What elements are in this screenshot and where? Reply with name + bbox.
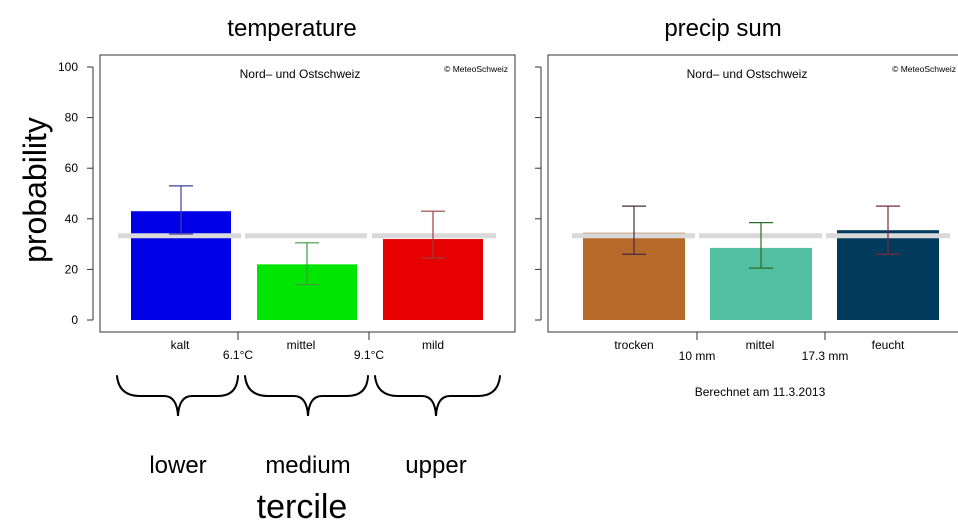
computed-date-footnote: Berechnet am 11.3.2013 [695,385,826,399]
tercile-braces [116,375,501,417]
y-tick-label: 80 [65,111,79,125]
precip-boundary-label: 10 mm [679,349,716,363]
tercile-label-upper: upper [405,452,466,479]
y-tick-label: 60 [65,161,79,175]
chart-marks: 0 20 40 60 80 100 kalt mittel mild 6.1°C 9.1°C troc… [58,60,950,363]
brace-lower [116,375,239,417]
tercile-caption: tercile [257,488,348,526]
y-tick-label: 100 [58,60,78,74]
y-tick-label: 40 [65,212,79,226]
precip-plot-frame [547,54,958,333]
precip-title: precip sum [664,15,781,42]
temperature-boundary-label: 6.1°C [223,348,253,362]
temperature-boundary-label: 9.1°C [354,348,384,362]
temperature-credit: © MeteoSchweiz [444,64,508,74]
precip-category-label: feucht [872,338,905,352]
tercile-label-lower: lower [149,452,206,479]
y-axis-label: probability [17,117,53,263]
y-tick-label: 20 [65,262,79,276]
temperature-region-label: Nord– und Ostschweiz [240,67,361,81]
brace-upper [374,375,501,417]
precip-category-label: mittel [746,338,775,352]
precip-category-label: trocken [614,338,653,352]
tercile-label-medium: medium [265,452,350,479]
temperature-category-label: mittel [287,338,316,352]
y-tick-label: 0 [71,313,78,327]
temperature-plot-frame [99,54,516,333]
temperature-title: temperature [227,15,356,42]
precip-region-label: Nord– und Ostschweiz [687,67,808,81]
precip-boundary-label: 17.3 mm [802,349,849,363]
brace-medium [244,375,369,417]
precip-credit: © MeteoSchweiz [892,64,956,74]
temperature-category-label: mild [422,338,444,352]
temperature-category-label: kalt [171,338,190,352]
